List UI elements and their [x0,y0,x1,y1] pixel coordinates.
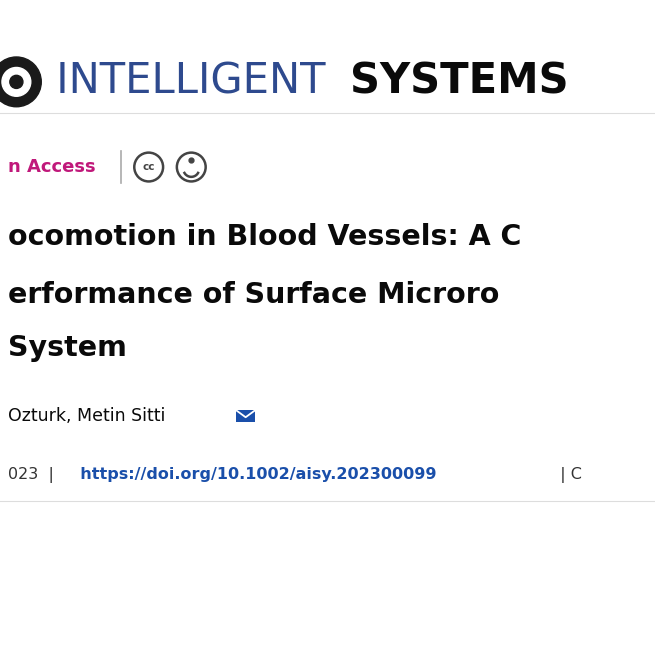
Text: System: System [8,335,126,362]
FancyBboxPatch shape [236,410,255,422]
Text: cc: cc [142,162,155,172]
Text: SYSTEMS: SYSTEMS [350,61,569,103]
Text: n Access: n Access [8,158,96,176]
Circle shape [0,57,41,107]
Text: | C: | C [550,467,582,483]
Text: ocomotion in Blood Vessels: A C: ocomotion in Blood Vessels: A C [8,223,521,251]
Circle shape [10,75,23,88]
Text: Ozturk, Metin Sitti: Ozturk, Metin Sitti [8,407,165,425]
Text: https://doi.org/10.1002/aisy.202300099: https://doi.org/10.1002/aisy.202300099 [69,468,436,482]
Text: INTELLIGENT: INTELLIGENT [43,61,339,103]
Text: erformance of Surface Microro: erformance of Surface Microro [8,281,499,309]
Circle shape [2,67,31,96]
Text: 023  |: 023 | [8,467,54,483]
